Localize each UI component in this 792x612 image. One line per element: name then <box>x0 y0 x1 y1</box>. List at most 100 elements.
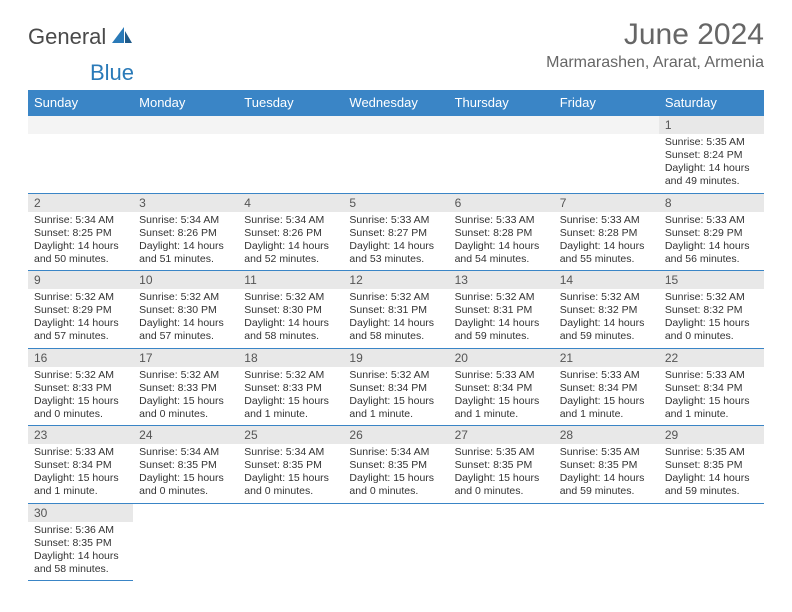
weekday-header: Saturday <box>659 90 764 116</box>
weekday-header: Monday <box>133 90 238 116</box>
day-detail-cell: Sunrise: 5:36 AMSunset: 8:35 PMDaylight:… <box>28 522 133 581</box>
day-detail-cell: Sunrise: 5:33 AMSunset: 8:34 PMDaylight:… <box>659 367 764 426</box>
day-detail-cell: Sunrise: 5:32 AMSunset: 8:30 PMDaylight:… <box>238 289 343 348</box>
day-detail-cell: Sunrise: 5:33 AMSunset: 8:27 PMDaylight:… <box>343 212 448 271</box>
brand-name-2: Blue <box>90 60 792 86</box>
day-detail-cell <box>133 522 238 581</box>
day-detail-cell: Sunrise: 5:32 AMSunset: 8:31 PMDaylight:… <box>343 289 448 348</box>
day-detail-cell <box>343 134 448 193</box>
weekday-header: Wednesday <box>343 90 448 116</box>
daynum-row: 9101112131415 <box>28 271 764 290</box>
day-detail-cell <box>238 522 343 581</box>
day-detail-cell: Sunrise: 5:35 AMSunset: 8:35 PMDaylight:… <box>554 444 659 503</box>
day-number-cell: 25 <box>238 426 343 445</box>
day-detail-cell: Sunrise: 5:35 AMSunset: 8:24 PMDaylight:… <box>659 134 764 193</box>
day-number-cell: 18 <box>238 348 343 367</box>
day-number-cell: 5 <box>343 193 448 212</box>
detail-row: Sunrise: 5:35 AMSunset: 8:24 PMDaylight:… <box>28 134 764 193</box>
day-detail-cell <box>449 134 554 193</box>
day-number-cell: 15 <box>659 271 764 290</box>
detail-row: Sunrise: 5:32 AMSunset: 8:33 PMDaylight:… <box>28 367 764 426</box>
day-detail-cell: Sunrise: 5:34 AMSunset: 8:35 PMDaylight:… <box>133 444 238 503</box>
day-number-cell <box>449 503 554 522</box>
day-detail-cell: Sunrise: 5:32 AMSunset: 8:33 PMDaylight:… <box>238 367 343 426</box>
day-number-cell: 9 <box>28 271 133 290</box>
day-detail-cell: Sunrise: 5:32 AMSunset: 8:33 PMDaylight:… <box>133 367 238 426</box>
day-detail-cell <box>238 134 343 193</box>
day-number-cell: 12 <box>343 271 448 290</box>
day-detail-cell: Sunrise: 5:32 AMSunset: 8:34 PMDaylight:… <box>343 367 448 426</box>
day-detail-cell: Sunrise: 5:33 AMSunset: 8:34 PMDaylight:… <box>28 444 133 503</box>
detail-row: Sunrise: 5:32 AMSunset: 8:29 PMDaylight:… <box>28 289 764 348</box>
day-number-cell: 7 <box>554 193 659 212</box>
month-title: June 2024 <box>546 18 764 52</box>
weekday-header: Sunday <box>28 90 133 116</box>
day-number-cell: 17 <box>133 348 238 367</box>
day-number-cell: 23 <box>28 426 133 445</box>
detail-row: Sunrise: 5:34 AMSunset: 8:25 PMDaylight:… <box>28 212 764 271</box>
day-number-cell: 28 <box>554 426 659 445</box>
day-number-cell <box>238 503 343 522</box>
day-number-cell: 14 <box>554 271 659 290</box>
sail-icon <box>110 25 134 50</box>
day-detail-cell: Sunrise: 5:35 AMSunset: 8:35 PMDaylight:… <box>449 444 554 503</box>
day-number-cell: 26 <box>343 426 448 445</box>
calendar-body: 1Sunrise: 5:35 AMSunset: 8:24 PMDaylight… <box>28 116 764 581</box>
detail-row: Sunrise: 5:33 AMSunset: 8:34 PMDaylight:… <box>28 444 764 503</box>
day-number-cell: 8 <box>659 193 764 212</box>
detail-row: Sunrise: 5:36 AMSunset: 8:35 PMDaylight:… <box>28 522 764 581</box>
day-number-cell <box>28 116 133 135</box>
calendar-page: General June 2024 Marmarashen, Ararat, A… <box>0 0 792 599</box>
day-detail-cell: Sunrise: 5:35 AMSunset: 8:35 PMDaylight:… <box>659 444 764 503</box>
day-number-cell: 2 <box>28 193 133 212</box>
day-number-cell: 21 <box>554 348 659 367</box>
day-detail-cell: Sunrise: 5:32 AMSunset: 8:32 PMDaylight:… <box>659 289 764 348</box>
day-number-cell: 16 <box>28 348 133 367</box>
daynum-row: 23242526272829 <box>28 426 764 445</box>
day-detail-cell <box>28 134 133 193</box>
day-number-cell: 11 <box>238 271 343 290</box>
weekday-header-row: Sunday Monday Tuesday Wednesday Thursday… <box>28 90 764 116</box>
day-number-cell: 27 <box>449 426 554 445</box>
brand-logo: General <box>28 24 138 50</box>
day-number-cell: 13 <box>449 271 554 290</box>
day-detail-cell <box>659 522 764 581</box>
day-detail-cell <box>554 522 659 581</box>
day-number-cell <box>133 503 238 522</box>
day-number-cell <box>449 116 554 135</box>
day-number-cell <box>133 116 238 135</box>
day-number-cell: 30 <box>28 503 133 522</box>
day-number-cell <box>554 503 659 522</box>
daynum-row: 1 <box>28 116 764 135</box>
day-detail-cell: Sunrise: 5:32 AMSunset: 8:29 PMDaylight:… <box>28 289 133 348</box>
day-number-cell <box>343 503 448 522</box>
day-number-cell: 22 <box>659 348 764 367</box>
day-number-cell: 10 <box>133 271 238 290</box>
day-number-cell: 1 <box>659 116 764 135</box>
day-detail-cell: Sunrise: 5:32 AMSunset: 8:33 PMDaylight:… <box>28 367 133 426</box>
day-detail-cell <box>449 522 554 581</box>
brand-name-1: General <box>28 24 106 50</box>
day-detail-cell <box>554 134 659 193</box>
day-number-cell: 3 <box>133 193 238 212</box>
day-detail-cell <box>133 134 238 193</box>
weekday-header: Friday <box>554 90 659 116</box>
day-number-cell: 29 <box>659 426 764 445</box>
daynum-row: 2345678 <box>28 193 764 212</box>
day-detail-cell: Sunrise: 5:33 AMSunset: 8:34 PMDaylight:… <box>449 367 554 426</box>
day-detail-cell: Sunrise: 5:33 AMSunset: 8:34 PMDaylight:… <box>554 367 659 426</box>
day-number-cell: 4 <box>238 193 343 212</box>
day-detail-cell: Sunrise: 5:33 AMSunset: 8:29 PMDaylight:… <box>659 212 764 271</box>
weekday-header: Tuesday <box>238 90 343 116</box>
day-number-cell: 6 <box>449 193 554 212</box>
day-number-cell: 20 <box>449 348 554 367</box>
day-number-cell: 24 <box>133 426 238 445</box>
day-detail-cell: Sunrise: 5:34 AMSunset: 8:35 PMDaylight:… <box>238 444 343 503</box>
day-detail-cell: Sunrise: 5:34 AMSunset: 8:35 PMDaylight:… <box>343 444 448 503</box>
day-detail-cell: Sunrise: 5:32 AMSunset: 8:31 PMDaylight:… <box>449 289 554 348</box>
day-detail-cell: Sunrise: 5:34 AMSunset: 8:26 PMDaylight:… <box>133 212 238 271</box>
day-detail-cell: Sunrise: 5:33 AMSunset: 8:28 PMDaylight:… <box>449 212 554 271</box>
day-detail-cell: Sunrise: 5:34 AMSunset: 8:25 PMDaylight:… <box>28 212 133 271</box>
calendar-table: Sunday Monday Tuesday Wednesday Thursday… <box>28 90 764 581</box>
day-detail-cell <box>343 522 448 581</box>
